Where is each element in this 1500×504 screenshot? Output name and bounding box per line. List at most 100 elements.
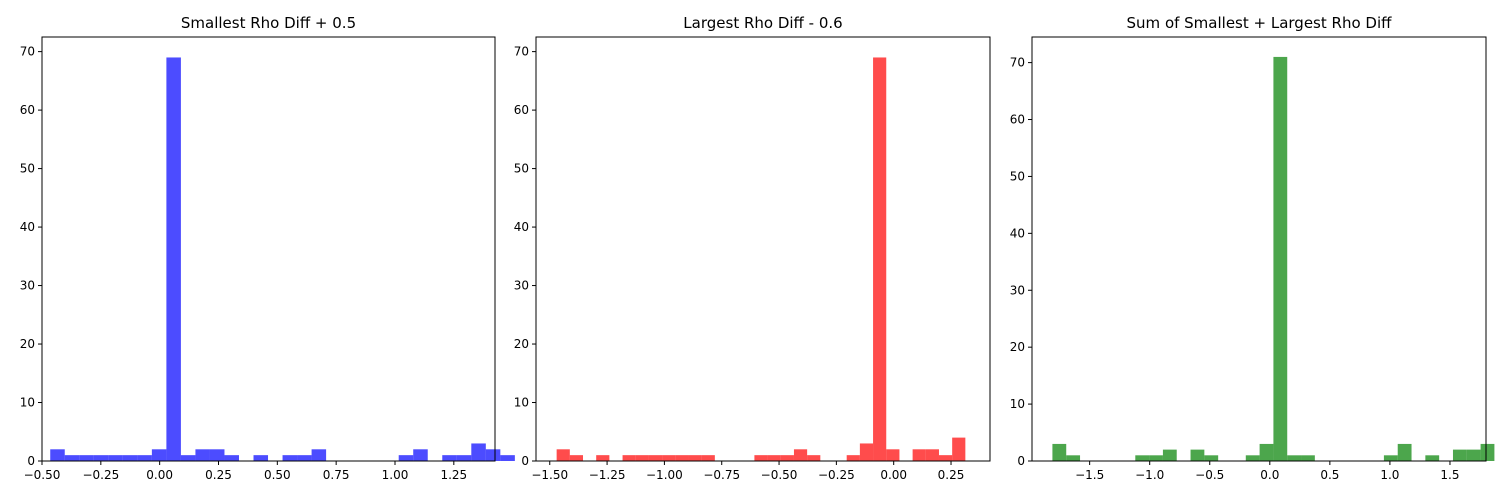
- x-tick-label: 0.0: [1260, 468, 1279, 482]
- y-tick-label: 10: [514, 396, 529, 410]
- histogram-bar: [1162, 449, 1177, 461]
- histogram-bar: [1301, 455, 1315, 461]
- y-tick-label: 50: [20, 162, 35, 176]
- x-tick-label: 0.50: [264, 468, 291, 482]
- y-tick-label: 20: [20, 337, 35, 351]
- x-tick-label: −0.5: [1195, 468, 1224, 482]
- y-tick-label: 30: [1010, 283, 1025, 297]
- x-tick-label: 0.25: [205, 468, 232, 482]
- histogram-bar: [485, 449, 501, 461]
- x-tick-label: 1.25: [440, 468, 467, 482]
- histogram-bar: [859, 443, 874, 461]
- y-tick-label: 60: [20, 103, 35, 117]
- histogram-bar: [137, 455, 152, 461]
- y-tick-label: 30: [514, 279, 529, 293]
- y-tick-label: 0: [1017, 454, 1025, 468]
- y-tick-label: 30: [20, 279, 35, 293]
- histogram-bar: [912, 449, 926, 461]
- x-tick-label: 0.00: [880, 468, 907, 482]
- histogram-bar: [471, 443, 486, 461]
- y-tick-label: 50: [1010, 169, 1025, 183]
- histogram-bar: [398, 455, 414, 461]
- histogram-bar: [1135, 455, 1150, 461]
- panel-title: Sum of Smallest + Largest Rho Diff: [1127, 14, 1393, 32]
- histogram-bar: [79, 455, 94, 461]
- histogram-bar: [209, 449, 225, 461]
- histogram-bar: [1425, 455, 1440, 461]
- histogram-bar: [938, 455, 953, 461]
- histogram-bar: [569, 455, 584, 461]
- histogram-bar: [64, 455, 80, 461]
- y-tick-label: 60: [514, 103, 529, 117]
- panel-title: Largest Rho Diff - 0.6: [683, 14, 842, 32]
- histogram-bar: [925, 449, 939, 461]
- histogram-panel-largest: Largest Rho Diff - 0.6 −1.50 −1.25 −1.00 −0…: [514, 14, 991, 482]
- y-tick-label: 0: [521, 454, 529, 468]
- x-tick-label: 0.5: [1320, 468, 1339, 482]
- y-tick-label: 10: [20, 396, 35, 410]
- histogram-bar: [1466, 449, 1481, 461]
- histogram-bar: [701, 455, 715, 461]
- histogram-bar: [151, 449, 167, 461]
- histogram-bar: [413, 449, 428, 461]
- y-tick-label: 70: [20, 45, 35, 59]
- axes-frame: [1031, 36, 1487, 462]
- histogram-bar: [224, 455, 239, 461]
- histogram-bar: [1052, 443, 1067, 461]
- histogram-bar: [780, 455, 794, 461]
- histogram-bar: [662, 455, 676, 461]
- x-tick-label: 1.5: [1440, 468, 1459, 482]
- x-tick-label: 0.25: [938, 468, 965, 482]
- x-tick-label: 0.75: [323, 468, 350, 482]
- histogram-bar: [754, 455, 768, 461]
- histogram-bar: [180, 455, 196, 461]
- y-tick-label: 40: [20, 220, 35, 234]
- histogram-bar: [886, 449, 900, 461]
- histogram-bar: [556, 449, 570, 461]
- histogram-bar: [195, 449, 210, 461]
- panel-title: Smallest Rho Diff + 0.5: [181, 14, 356, 32]
- histogram-bar: [1190, 449, 1205, 461]
- x-tick-label: −0.50: [761, 468, 798, 482]
- histogram-bar: [166, 57, 181, 461]
- histogram-bar: [456, 455, 472, 461]
- y-tick-label: 70: [514, 45, 529, 59]
- histogram-bar: [1452, 449, 1467, 461]
- histogram-bar: [1383, 455, 1398, 461]
- x-tick-label: −1.50: [531, 468, 568, 482]
- histogram-bar: [1287, 455, 1302, 461]
- histogram-bar: [253, 455, 269, 461]
- axes-frame: [41, 36, 496, 462]
- histogram-bar: [108, 455, 123, 461]
- histogram-bar: [846, 455, 860, 461]
- histogram-bar: [500, 455, 515, 461]
- histogram-bar: [1066, 455, 1081, 461]
- histogram-panel-smallest: Smallest Rho Diff + 0.5 −0.50 −0.25 0.00 0.…: [20, 14, 515, 482]
- histogram-bar: [1149, 455, 1163, 461]
- histogram-bar: [282, 455, 298, 461]
- histogram-bar: [1259, 443, 1274, 461]
- histogram-panel-sum: Sum of Smallest + Largest Rho Diff −1.5 −…: [1010, 14, 1495, 482]
- histogram-bar: [807, 455, 821, 461]
- histogram-bar: [767, 455, 781, 461]
- histogram-bar: [793, 449, 808, 461]
- y-tick-label: 70: [1010, 56, 1025, 70]
- histogram-bar: [596, 455, 610, 461]
- x-tick-label: −1.00: [646, 468, 683, 482]
- x-tick-label: −0.75: [703, 468, 740, 482]
- histogram-bar: [1397, 443, 1412, 461]
- histogram-bar: [1480, 443, 1495, 461]
- histogram-bar: [311, 449, 327, 461]
- histogram-bar: [952, 437, 966, 461]
- y-tick-label: 40: [514, 220, 529, 234]
- histogram-bar: [873, 57, 887, 461]
- y-tick-label: 20: [514, 337, 529, 351]
- x-tick-label: −1.25: [589, 468, 626, 482]
- axes-frame: [535, 36, 991, 462]
- histogram-bar: [297, 455, 312, 461]
- y-tick-label: 0: [27, 454, 35, 468]
- y-tick-label: 10: [1010, 397, 1025, 411]
- x-tick-label: −0.25: [818, 468, 855, 482]
- histogram-bar: [1273, 56, 1288, 461]
- histogram-bar: [442, 455, 457, 461]
